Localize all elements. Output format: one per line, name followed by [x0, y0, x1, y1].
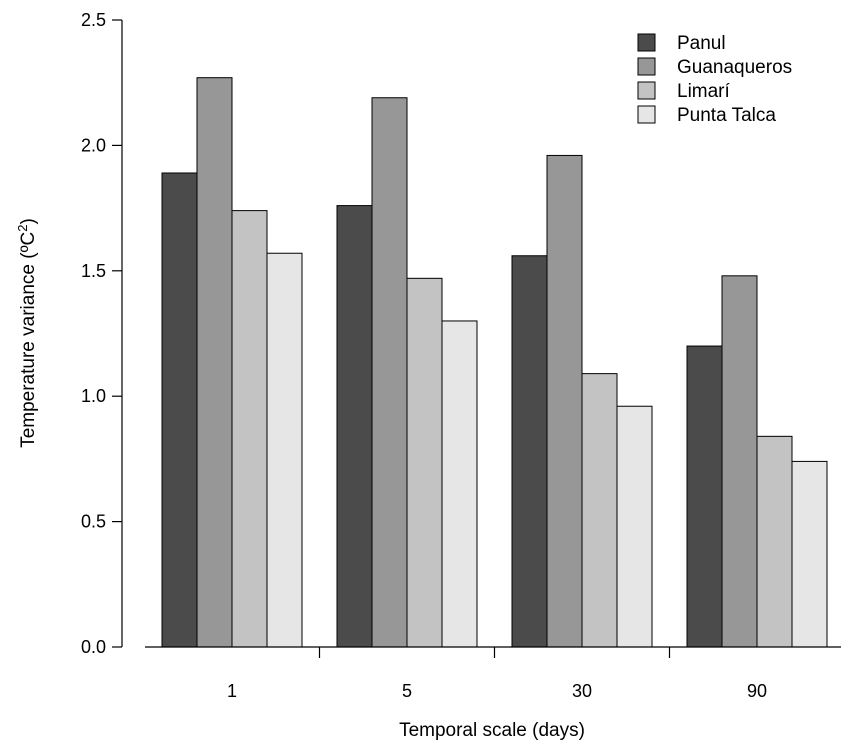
bar-guanaqueros-5	[371, 97, 408, 648]
y-axis-title-main: Temperature variance (ºC	[18, 232, 39, 448]
bar-guanaqueros-1	[196, 77, 233, 648]
legend-label: Panul	[677, 33, 726, 54]
legend-swatch	[637, 81, 656, 100]
bar-limar--1	[231, 210, 268, 648]
x-axis: 1 5 30 90	[145, 646, 841, 701]
bar-guanaqueros-90	[721, 275, 758, 648]
bar-limar--90	[756, 435, 793, 648]
legend: Panul Guanaqueros Limarí Punta Talca	[637, 33, 792, 126]
legend-swatch	[637, 105, 656, 124]
bar-punta-talca-30	[616, 405, 653, 648]
y-tick-label: 2.0	[81, 135, 106, 155]
bar-limar--5	[406, 277, 443, 648]
y-axis-title-sup: 2	[15, 225, 30, 232]
x-axis-title: Temporal scale (days)	[399, 720, 585, 741]
y-tick-label: 2.5	[81, 10, 106, 30]
x-tick-label: 5	[402, 681, 412, 701]
bar-punta-talca-90	[791, 460, 828, 648]
x-tick-label: 30	[572, 681, 592, 701]
legend-label: Punta Talca	[677, 105, 776, 126]
y-tick-label: 1.5	[81, 261, 106, 281]
y-axis-title-end: )	[18, 218, 39, 224]
bar-panul-5	[336, 205, 373, 648]
bar-panul-1	[161, 172, 198, 648]
y-tick-label: 0.0	[81, 637, 106, 657]
y-tick-label: 0.5	[81, 512, 106, 532]
legend-label: Limarí	[677, 81, 731, 102]
y-axis-title: Temperature variance (ºC2)	[15, 218, 39, 448]
legend-swatch	[637, 57, 656, 76]
bar-panul-30	[511, 255, 548, 648]
x-tick-label: 1	[227, 681, 237, 701]
bar-panul-90	[686, 345, 723, 648]
y-tick-label: 1.0	[81, 386, 106, 406]
bar-limar--30	[581, 373, 618, 648]
legend-label: Guanaqueros	[677, 57, 792, 78]
legend-swatch	[637, 33, 656, 52]
bar-punta-talca-5	[441, 320, 478, 648]
x-tick-label: 90	[747, 681, 767, 701]
bars-group	[161, 77, 828, 648]
bar-guanaqueros-30	[546, 154, 583, 648]
y-axis: 0.0 0.5 1.0 1.5 2.0 2.5	[81, 10, 123, 657]
bar-punta-talca-1	[266, 252, 303, 648]
